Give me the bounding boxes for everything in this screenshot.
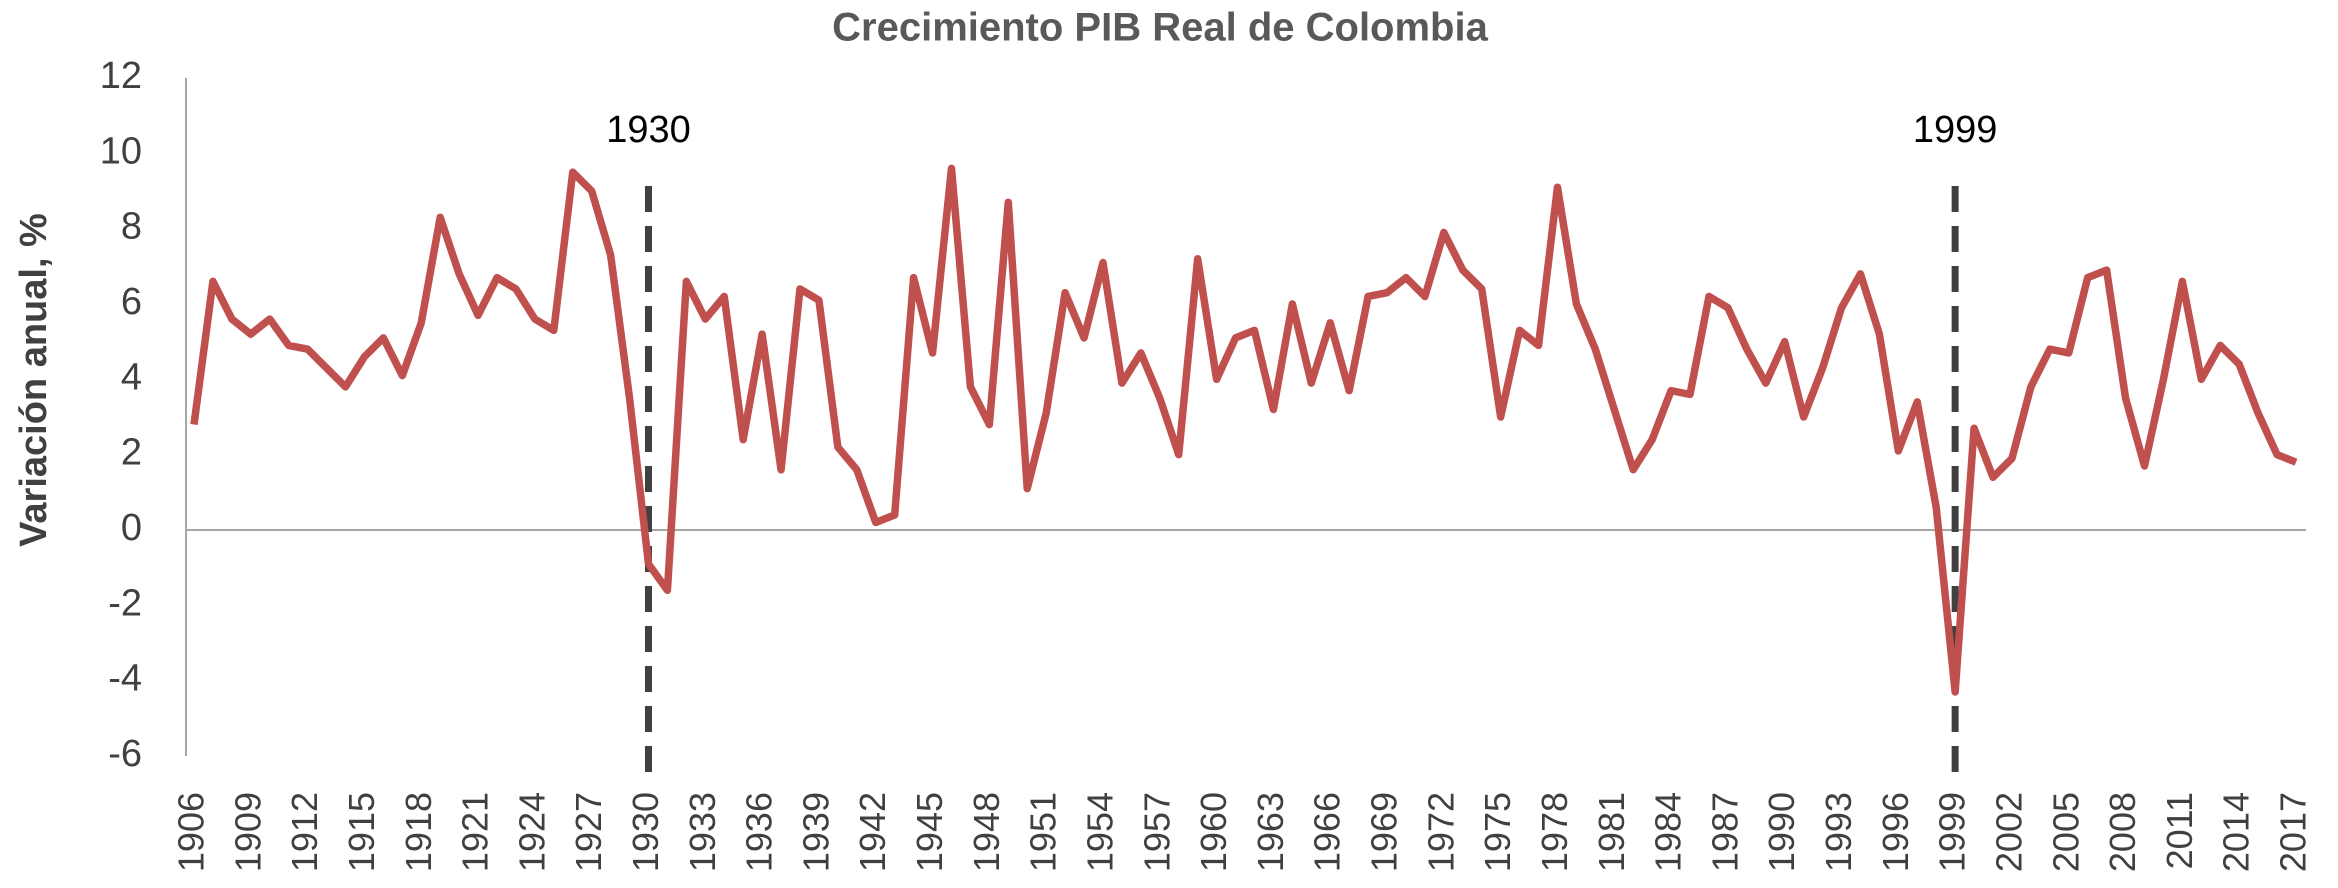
x-tick-label: 1963 [1250, 792, 1291, 872]
x-tick-label: 1996 [1875, 792, 1916, 872]
x-tick-label: 1978 [1534, 792, 1575, 872]
x-tick-label: 1915 [341, 792, 382, 872]
line-series [190, 164, 2298, 696]
x-tick-label: 1921 [455, 792, 496, 872]
y-tick-label: -4 [108, 658, 142, 700]
x-tick-label: 1990 [1761, 792, 1802, 872]
x-tick-label: 1927 [568, 792, 609, 872]
x-tick-label: 1918 [398, 792, 439, 872]
x-tick-label: 1942 [852, 792, 893, 872]
x-tick-label: 1975 [1477, 792, 1518, 872]
y-tick-label: -6 [108, 733, 142, 775]
chart-title: Crecimiento PIB Real de Colombia [832, 6, 1488, 50]
y-axis-label: Variación anual, % [13, 213, 55, 547]
x-tick-label: 1981 [1591, 792, 1632, 872]
x-tick-label: 2002 [1988, 792, 2029, 872]
annotation-label: 1930 [606, 109, 691, 151]
x-tick-label: 2011 [2159, 792, 2200, 869]
x-tick-label: 1957 [1136, 792, 1177, 872]
x-tick-label: 1939 [795, 792, 836, 872]
y-tick-label: 6 [121, 281, 142, 323]
x-tick-label: 1984 [1648, 792, 1689, 872]
x-tick-label: 1936 [739, 792, 780, 872]
x-tick-label: 1912 [284, 792, 325, 872]
x-tick-label: 1951 [1023, 792, 1064, 872]
y-tick-label: 12 [100, 55, 142, 97]
y-tick-label: 4 [121, 356, 142, 398]
x-tick-label: 2008 [2102, 792, 2143, 872]
y-tick-label: 10 [100, 130, 142, 172]
x-tick-label: 1969 [1364, 792, 1405, 872]
x-tick-label: 1999 [1932, 792, 1973, 872]
x-tick-label: 1909 [227, 792, 268, 872]
x-tick-label: 2014 [2216, 792, 2257, 872]
y-tick-label: 0 [121, 507, 142, 549]
y-tick-label: 8 [121, 206, 142, 248]
x-tick-label: 1987 [1704, 792, 1745, 872]
x-tick-label: 1993 [1818, 792, 1859, 872]
x-tick-label: 1906 [171, 792, 212, 872]
x-tick-label: 1945 [909, 792, 950, 872]
x-tick-label: 1954 [1079, 792, 1120, 872]
y-tick-label: 2 [121, 432, 142, 474]
x-tick-label: 1948 [966, 792, 1007, 872]
x-tick-label: 1960 [1193, 792, 1234, 872]
y-tick-label: -2 [108, 582, 142, 624]
x-tick-label: 2005 [2045, 792, 2086, 872]
x-tick-label: 1972 [1420, 792, 1461, 872]
x-tick-label: 1924 [511, 792, 552, 872]
x-tick-label: 1933 [682, 792, 723, 872]
x-tick-label: 2017 [2273, 792, 2314, 872]
x-tick-label: 1930 [625, 792, 666, 872]
annotation-label: 1999 [1913, 109, 1998, 151]
x-tick-label: 1966 [1307, 792, 1348, 872]
